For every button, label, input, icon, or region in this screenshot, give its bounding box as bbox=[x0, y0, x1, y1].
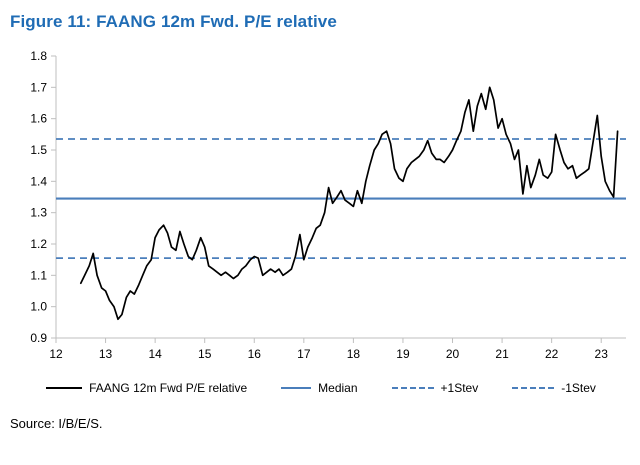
svg-text:1.6: 1.6 bbox=[30, 112, 47, 126]
legend-item-plus-stdev: +1Stev bbox=[391, 381, 479, 395]
svg-text:21: 21 bbox=[495, 347, 509, 361]
svg-text:1.7: 1.7 bbox=[30, 80, 47, 94]
svg-text:0.9: 0.9 bbox=[30, 331, 47, 345]
median-line-icon bbox=[281, 387, 312, 389]
legend-label-minus-stdev: -1Stev bbox=[561, 381, 596, 395]
legend-item-median: Median bbox=[281, 381, 358, 395]
svg-text:16: 16 bbox=[248, 347, 262, 361]
legend-item-series: FAANG 12m Fwd P/E relative bbox=[46, 381, 247, 395]
legend-label-median: Median bbox=[318, 381, 358, 395]
plus-stdev-line-icon bbox=[391, 387, 434, 389]
figure-title: Figure 11: FAANG 12m Fwd. P/E relative bbox=[10, 12, 337, 31]
minus-stdev-line-icon bbox=[512, 387, 555, 389]
svg-text:1.0: 1.0 bbox=[30, 300, 47, 314]
source-note: Source: I/B/E/S. bbox=[10, 416, 103, 431]
series-line-icon bbox=[46, 387, 83, 389]
chart-canvas: 0.9 1.0 1.1 1.2 1.3 1.4 1.5 1.6 1.7 1.8 12 13 14 15 16… bbox=[30, 49, 626, 361]
svg-text:1.4: 1.4 bbox=[30, 174, 47, 188]
chart-area: 0.9 1.0 1.1 1.2 1.3 1.4 1.5 1.6 1.7 1.8 12 13 14 15 16… bbox=[8, 42, 640, 374]
svg-text:1.1: 1.1 bbox=[30, 268, 47, 282]
svg-text:19: 19 bbox=[396, 347, 410, 361]
svg-text:17: 17 bbox=[297, 347, 311, 361]
svg-text:1.8: 1.8 bbox=[30, 49, 47, 63]
svg-text:15: 15 bbox=[198, 347, 212, 361]
legend-label-plus-stdev: +1Stev bbox=[440, 381, 479, 395]
svg-text:18: 18 bbox=[347, 347, 361, 361]
svg-text:1.2: 1.2 bbox=[30, 237, 47, 251]
svg-text:1.5: 1.5 bbox=[30, 143, 47, 157]
svg-text:1.3: 1.3 bbox=[30, 206, 47, 220]
svg-text:12: 12 bbox=[49, 347, 63, 361]
svg-text:20: 20 bbox=[446, 347, 460, 361]
svg-text:23: 23 bbox=[595, 347, 609, 361]
svg-text:14: 14 bbox=[148, 347, 162, 361]
chart-legend: FAANG 12m Fwd P/E relative Median +1Stev… bbox=[8, 376, 634, 400]
legend-label-series: FAANG 12m Fwd P/E relative bbox=[89, 381, 248, 395]
svg-text:22: 22 bbox=[545, 347, 559, 361]
svg-text:13: 13 bbox=[99, 347, 113, 361]
legend-item-minus-stdev: -1Stev bbox=[512, 381, 596, 395]
